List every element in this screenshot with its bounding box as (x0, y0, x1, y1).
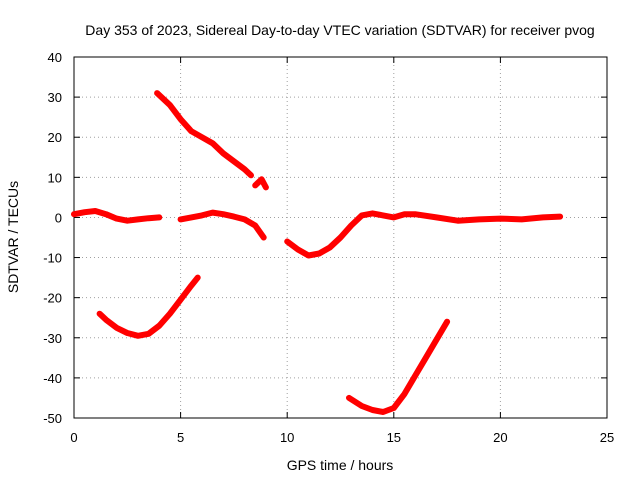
y-tick-label: -40 (43, 371, 62, 386)
series-track-spike-8.8h (252, 176, 269, 191)
x-tick-label: 10 (280, 430, 294, 445)
series-track-near-zero-early (71, 208, 163, 224)
y-tick-label: 30 (48, 90, 62, 105)
data-series (71, 90, 564, 415)
y-tick-label: 10 (48, 170, 62, 185)
y-tick-label: 20 (48, 130, 62, 145)
x-tick-label: 15 (387, 430, 401, 445)
series-track-near-zero-mid (177, 209, 267, 241)
axis-ticks: 0 5 10 15 20 25 -50 -40 -30 -20 -10 0 10 20 30 40 (43, 50, 614, 445)
y-tick-label: -30 (43, 331, 62, 346)
x-tick-label: 0 (70, 430, 77, 445)
y-tick-label: -20 (43, 291, 62, 306)
series-track-descending-high (154, 90, 254, 179)
x-tick-label: 20 (493, 430, 507, 445)
series-track-u-shape-low (96, 274, 201, 339)
plot-frame (73, 56, 608, 419)
y-tick-label: -10 (43, 251, 62, 266)
x-tick-label: 25 (600, 430, 614, 445)
y-axis-label: SDTVAR / TECUs (5, 181, 21, 293)
x-axis-label: GPS time / hours (287, 457, 394, 473)
series-track-deep-minimum (346, 318, 451, 415)
y-tick-label: 40 (48, 50, 62, 65)
chart-title: Day 353 of 2023, Sidereal Day-to-day VTE… (85, 22, 594, 38)
x-tick-label: 5 (177, 430, 184, 445)
y-tick-label: 0 (55, 210, 62, 225)
y-tick-label: -50 (43, 411, 62, 426)
series-track-trough-evening (284, 210, 564, 259)
